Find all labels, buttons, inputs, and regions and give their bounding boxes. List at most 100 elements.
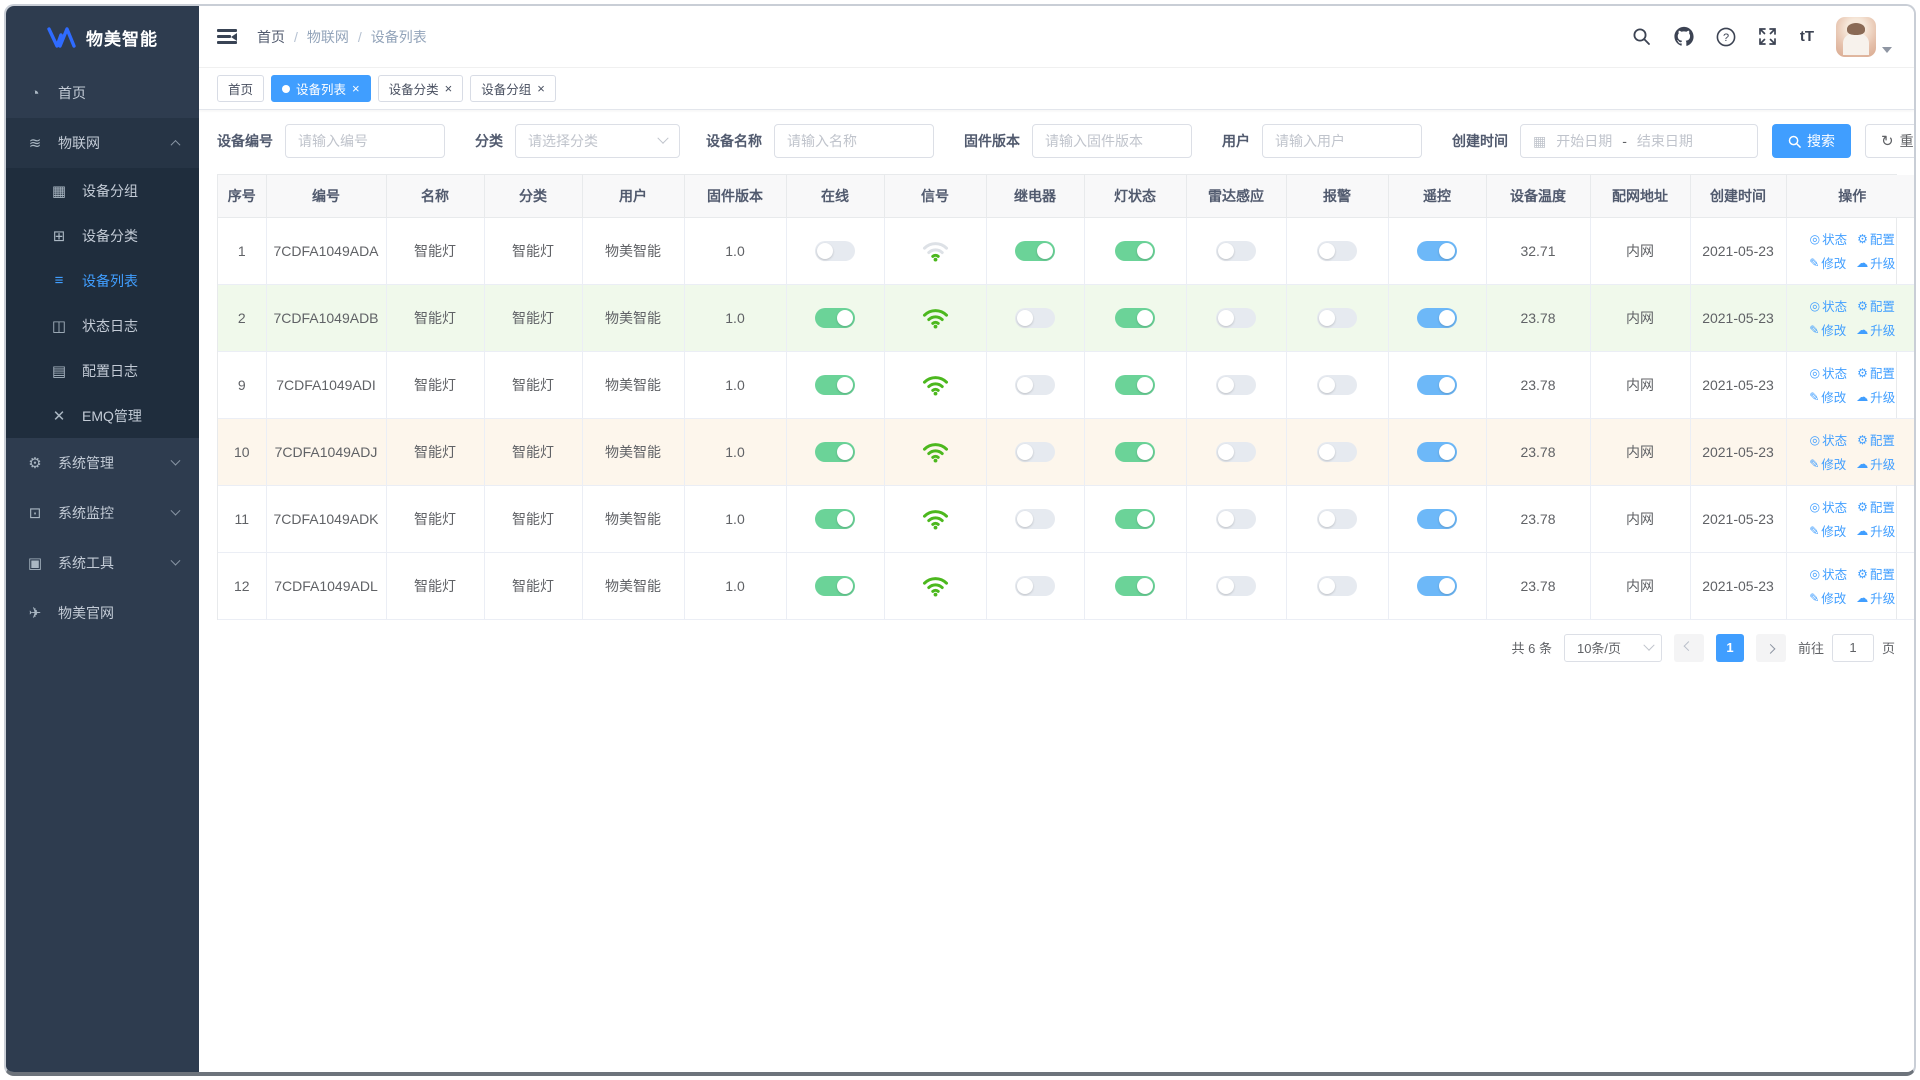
breadcrumb-home[interactable]: 首页	[257, 28, 285, 45]
action-config-link[interactable]: ⚙ 配置	[1857, 296, 1895, 315]
action-modify-link[interactable]: ✎ 修改	[1809, 320, 1846, 339]
action-modify-link[interactable]: ✎ 修改	[1809, 454, 1846, 473]
github-icon[interactable]	[1674, 26, 1694, 47]
sidebar-item-emq-admin[interactable]: ✕ EMQ管理	[6, 393, 199, 438]
action-config-link[interactable]: ⚙ 配置	[1857, 497, 1895, 516]
sidebar-item-device-list[interactable]: ≡ 设备列表	[6, 258, 199, 303]
tab-设备分组[interactable]: 设备分组 ×	[470, 75, 556, 102]
relay-toggle[interactable]	[1015, 575, 1055, 596]
sidebar-item-system-admin[interactable]: ⚙ 系统管理	[6, 438, 199, 488]
action-upgrade-link[interactable]: ☁ 升级	[1856, 253, 1895, 272]
light-status-toggle[interactable]	[1115, 508, 1155, 529]
sidebar-item-iot[interactable]: ≋ 物联网	[6, 118, 199, 168]
avatar[interactable]	[1836, 16, 1876, 57]
action-upgrade-link[interactable]: ☁ 升级	[1856, 387, 1895, 406]
relay-toggle[interactable]	[1015, 307, 1055, 328]
search-button[interactable]: 搜索	[1772, 124, 1851, 158]
action-status-link[interactable]: ◎ 状态	[1810, 229, 1848, 248]
sidebar-item-config-log[interactable]: ▤ 配置日志	[6, 348, 199, 393]
alarm-toggle[interactable]	[1317, 240, 1357, 261]
page-size-select[interactable]: 10条/页	[1563, 633, 1662, 662]
action-status-link[interactable]: ◎ 状态	[1810, 430, 1848, 449]
tab-设备分类[interactable]: 设备分类 ×	[377, 75, 464, 102]
close-icon[interactable]: ×	[444, 81, 453, 96]
action-status-link[interactable]: ◎ 状态	[1810, 296, 1848, 315]
category-select[interactable]: 请选择分类	[515, 124, 680, 158]
online-toggle[interactable]	[815, 307, 855, 328]
light-status-toggle[interactable]	[1115, 374, 1155, 395]
action-modify-link[interactable]: ✎ 修改	[1809, 588, 1846, 607]
firmware-input[interactable]: 请输入固件版本	[1032, 124, 1192, 158]
device-name-input[interactable]: 请输入名称	[774, 124, 934, 158]
help-question-icon[interactable]: ?	[1716, 27, 1736, 47]
goto-page-input[interactable]	[1831, 633, 1874, 662]
font-size-icon[interactable]: tT	[1799, 28, 1814, 45]
fullscreen-icon[interactable]	[1758, 27, 1778, 47]
user-menu[interactable]	[1836, 16, 1892, 57]
prev-page-button[interactable]	[1673, 633, 1704, 662]
radar-toggle[interactable]	[1216, 575, 1256, 596]
next-page-button[interactable]	[1755, 633, 1786, 662]
sidebar-fold-icon[interactable]	[217, 29, 237, 44]
device-no-input[interactable]: 请输入编号	[285, 124, 445, 158]
remote-toggle[interactable]	[1417, 307, 1457, 328]
action-config-link[interactable]: ⚙ 配置	[1857, 564, 1895, 583]
page-number-1[interactable]: 1	[1715, 633, 1744, 662]
tab-设备列表[interactable]: 设备列表 ×	[271, 75, 371, 102]
alarm-toggle[interactable]	[1317, 374, 1357, 395]
online-toggle[interactable]	[815, 575, 855, 596]
action-upgrade-link[interactable]: ☁ 升级	[1856, 320, 1895, 339]
alarm-toggle[interactable]	[1317, 508, 1357, 529]
action-status-link[interactable]: ◎ 状态	[1810, 363, 1848, 382]
radar-toggle[interactable]	[1216, 441, 1256, 462]
relay-toggle[interactable]	[1015, 240, 1055, 261]
remote-toggle[interactable]	[1417, 508, 1457, 529]
tab-首页[interactable]: 首页	[217, 75, 265, 102]
light-status-toggle[interactable]	[1115, 441, 1155, 462]
action-upgrade-link[interactable]: ☁ 升级	[1856, 521, 1895, 540]
radar-toggle[interactable]	[1216, 240, 1256, 261]
sidebar-item-device-category[interactable]: ⊞ 设备分类	[6, 213, 199, 258]
action-config-link[interactable]: ⚙ 配置	[1857, 229, 1895, 248]
online-toggle[interactable]	[815, 240, 855, 261]
action-status-link[interactable]: ◎ 状态	[1810, 497, 1848, 516]
sidebar-item-home[interactable]: ◔ 首页	[6, 68, 199, 118]
radar-toggle[interactable]	[1216, 307, 1256, 328]
close-icon[interactable]: ×	[537, 81, 545, 96]
radar-toggle[interactable]	[1216, 508, 1256, 529]
light-status-toggle[interactable]	[1115, 307, 1155, 328]
action-config-link[interactable]: ⚙ 配置	[1857, 430, 1895, 449]
radar-toggle[interactable]	[1216, 374, 1256, 395]
action-modify-link[interactable]: ✎ 修改	[1809, 253, 1846, 272]
close-icon[interactable]: ×	[352, 81, 360, 96]
relay-toggle[interactable]	[1015, 508, 1055, 529]
light-status-toggle[interactable]	[1115, 575, 1155, 596]
action-config-link[interactable]: ⚙ 配置	[1857, 363, 1895, 382]
sidebar-item-status-log[interactable]: ◫ 状态日志	[6, 303, 199, 348]
relay-toggle[interactable]	[1015, 374, 1055, 395]
sidebar-item-device-group[interactable]: ▦ 设备分组	[6, 168, 199, 213]
sidebar-item-system-tools[interactable]: ▣ 系统工具	[6, 538, 199, 588]
date-range-picker[interactable]: ▦ 开始日期 - 结束日期	[1520, 124, 1758, 158]
alarm-toggle[interactable]	[1317, 441, 1357, 462]
action-upgrade-link[interactable]: ☁ 升级	[1856, 588, 1895, 607]
user-input[interactable]: 请输入用户	[1262, 124, 1422, 158]
sidebar-item-system-monitor[interactable]: ⊡ 系统监控	[6, 488, 199, 538]
remote-toggle[interactable]	[1417, 441, 1457, 462]
logo[interactable]: 物美智能	[6, 6, 199, 68]
breadcrumb-iot[interactable]: 物联网	[306, 28, 349, 45]
remote-toggle[interactable]	[1417, 575, 1457, 596]
light-status-toggle[interactable]	[1115, 240, 1155, 261]
remote-toggle[interactable]	[1417, 374, 1457, 395]
online-toggle[interactable]	[815, 374, 855, 395]
action-status-link[interactable]: ◎ 状态	[1810, 564, 1848, 583]
sidebar-item-official-site[interactable]: ✈ 物美官网	[6, 588, 199, 638]
action-modify-link[interactable]: ✎ 修改	[1809, 387, 1846, 406]
online-toggle[interactable]	[815, 508, 855, 529]
remote-toggle[interactable]	[1417, 240, 1457, 261]
alarm-toggle[interactable]	[1317, 575, 1357, 596]
reset-button[interactable]: ↻ 重置	[1865, 124, 1914, 158]
relay-toggle[interactable]	[1015, 441, 1055, 462]
online-toggle[interactable]	[815, 441, 855, 462]
action-modify-link[interactable]: ✎ 修改	[1809, 521, 1846, 540]
